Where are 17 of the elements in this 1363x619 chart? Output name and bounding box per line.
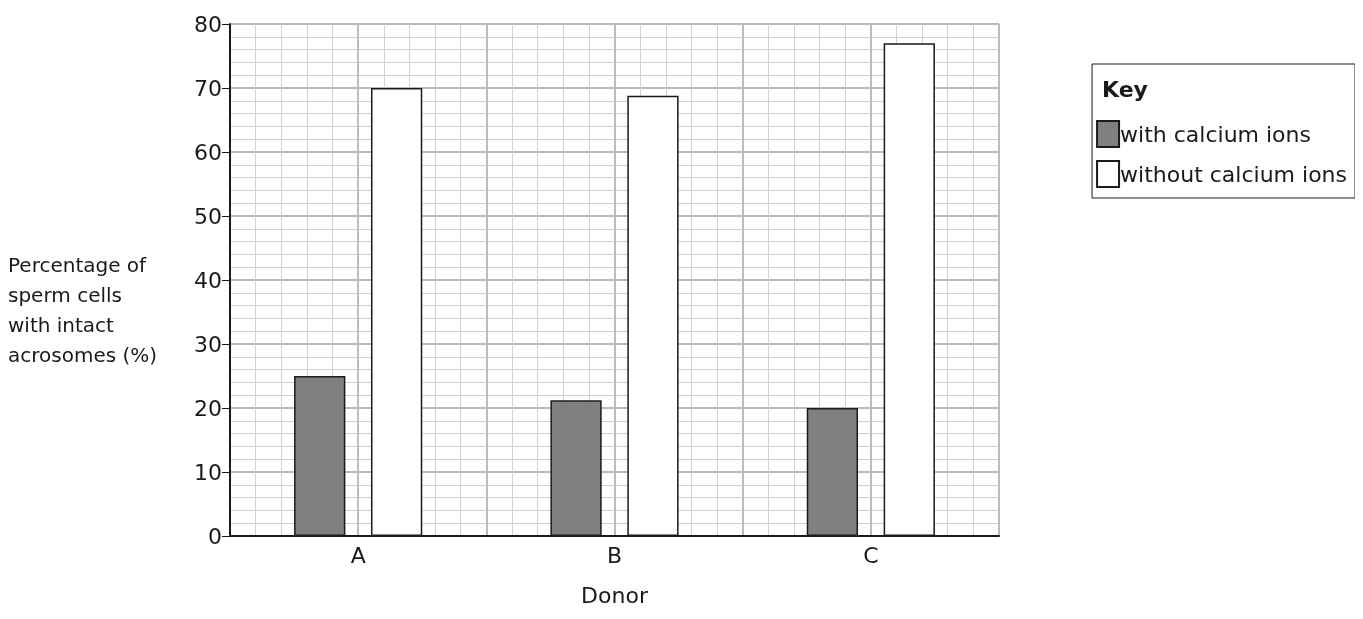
y-tick-label: 40	[194, 267, 222, 293]
y-tick-label: 0	[208, 523, 222, 549]
x-tick-label: C	[863, 542, 879, 568]
legend-label: without calcium ions	[1120, 161, 1348, 187]
y-tick-label: 20	[194, 395, 222, 421]
y-tick-label: 30	[194, 331, 222, 357]
x-axis-title: Donor	[581, 582, 649, 608]
y-axis-title: Percentage of sperm cells with intact acrosomes (%)	[8, 252, 158, 367]
x-tick-label: B	[606, 542, 623, 568]
y-tick-label: 50	[194, 203, 222, 229]
y-tick-label: 60	[194, 139, 222, 165]
legend-label: with calcium ions	[1120, 121, 1311, 147]
y-tick-label: 10	[194, 459, 222, 485]
x-tick-label: A	[350, 542, 366, 568]
y-tick-label: 70	[194, 75, 222, 101]
legend-title: Key	[1102, 76, 1148, 102]
y-tick-label: 80	[194, 11, 222, 37]
